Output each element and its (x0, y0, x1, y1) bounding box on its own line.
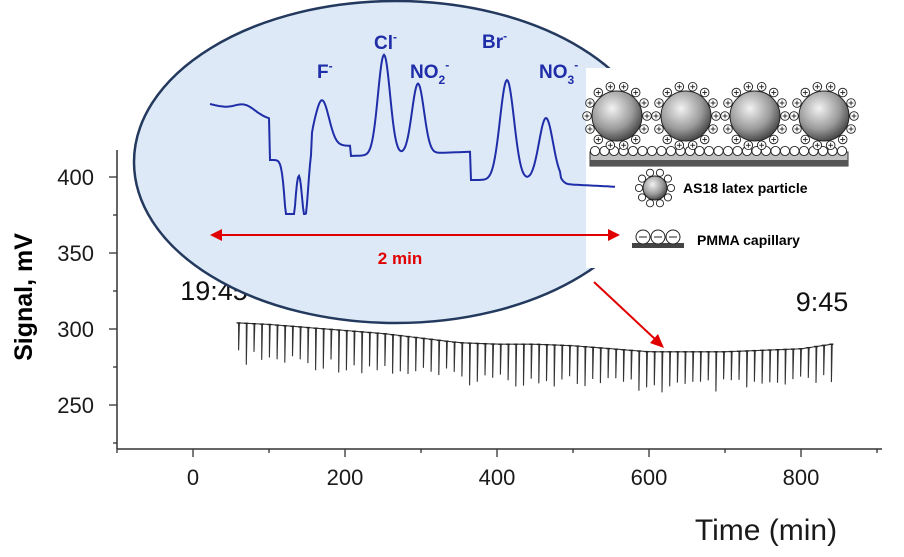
legend-charge-site (663, 174, 672, 183)
latex-particle (660, 90, 712, 142)
surface-bead (703, 145, 715, 157)
surface-bead (589, 145, 601, 157)
surface-bead (798, 145, 810, 157)
ion-label-bromide: Br- (482, 29, 507, 53)
x-tick-label: 600 (631, 465, 668, 490)
surface-bead (627, 145, 639, 157)
x-tick-label: 0 (187, 465, 199, 490)
chromatogram-trace (209, 53, 616, 215)
surface-bead (713, 145, 724, 157)
surface-bead (637, 145, 648, 157)
end-time-label: 9:45 (796, 287, 849, 317)
legend-particle-core (642, 175, 668, 201)
y-tick-label: 250 (57, 393, 94, 418)
surface-bead (770, 145, 781, 157)
surface-bead (722, 145, 734, 157)
surface-bead (836, 145, 848, 157)
ion-label-nitrite: NO2- (410, 58, 449, 87)
y-tick-label: 300 (57, 317, 94, 342)
legend-charge-site (646, 168, 655, 177)
x-tick-label: 800 (783, 465, 820, 490)
legend-charge-site (646, 199, 655, 208)
span-arrow (210, 229, 620, 241)
y-tick-label: 350 (57, 241, 94, 266)
legend-capillary-bar (632, 243, 684, 248)
surface-bead (656, 145, 667, 157)
surface-bead (665, 145, 677, 157)
axis-ticks (109, 176, 878, 457)
stationary-phase-schematic (582, 82, 859, 167)
latex-particle (798, 90, 850, 142)
legend-charge-site (638, 193, 647, 202)
latex-particle-legend-icon (634, 168, 676, 208)
surface-bead (732, 145, 743, 157)
pointer-arrow (593, 281, 664, 348)
legend-charge-site (638, 174, 647, 183)
capillary-legend-icon (632, 229, 684, 248)
legend-charge-site (666, 183, 676, 193)
x-tick-label: 200 (327, 465, 364, 490)
legend-particle-label: AS18 latex particle (683, 180, 808, 196)
legend-charge-site (655, 199, 664, 208)
y-tick-label: 400 (57, 165, 94, 190)
legend-charge-site (655, 168, 664, 177)
surface-bead (789, 145, 800, 157)
capillary-base (590, 160, 848, 166)
ion-label-nitrate: NO3- (539, 58, 578, 87)
surface-bead (646, 145, 658, 157)
x-axis-label: Time (min) (695, 514, 837, 547)
surface-bead (779, 145, 791, 157)
latex-particle (591, 90, 643, 142)
x-tick-label: 400 (479, 465, 516, 490)
span-label: 2 min (378, 249, 422, 268)
latex-particle (729, 90, 781, 142)
ion-label-fluoride: F- (317, 59, 333, 83)
main-axes (116, 150, 882, 450)
signal-line (238, 322, 833, 393)
legend-capillary-label: PMMA capillary (697, 232, 800, 248)
ion-label-chloride: Cl- (374, 30, 397, 54)
legend-charge-site (634, 183, 644, 193)
inset-ellipse (132, 0, 660, 325)
legend-charge-site (663, 193, 672, 202)
signal-trace (236, 322, 834, 393)
y-axis-label: Signal, mV (10, 233, 38, 361)
